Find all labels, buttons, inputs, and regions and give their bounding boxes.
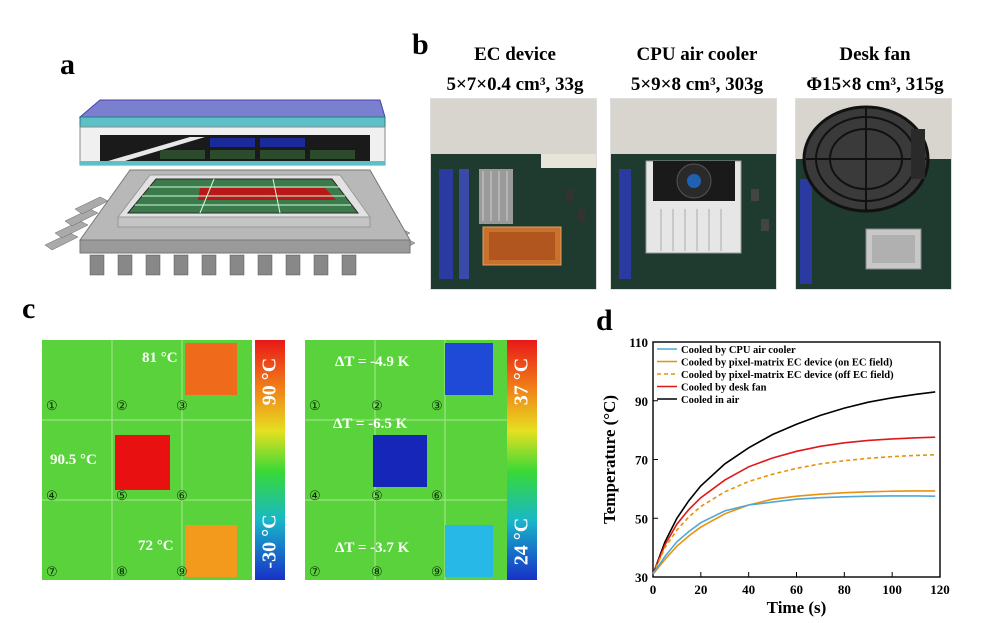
cell-number-2: ② — [116, 398, 128, 413]
ec-device-schematic — [44, 99, 416, 276]
cell-number-4: ④ — [309, 488, 321, 503]
cooled-pixel-3 — [445, 343, 493, 395]
cell-number-3: ③ — [176, 398, 188, 413]
photo-title-line1: EC device — [474, 44, 556, 65]
temperature-time-chart: 0 20 40 60 80 100 120 30 50 70 90 110 Time (s) Temper… — [600, 335, 950, 617]
cooled-pixel-5 — [373, 435, 427, 487]
thermal-grid — [42, 340, 252, 580]
thermal-map-delta: ΔT = -4.9 K ΔT = -6.5 K ΔT = -3.7 K ① ② … — [305, 340, 515, 580]
cell-number-4: ④ — [46, 488, 58, 503]
cell-number-3: ③ — [431, 398, 443, 413]
photo-title-line1: Desk fan — [839, 44, 911, 65]
x-tick-label: 120 — [930, 582, 950, 597]
cell-number-7: ⑦ — [309, 564, 321, 579]
photo-cpu-air-cooler — [610, 98, 777, 290]
y-tick-label: 110 — [629, 335, 648, 350]
colorbar-delta: 37 °C 24 °C — [507, 340, 537, 580]
colorbar-top-label: 90 °C — [258, 357, 281, 406]
photo-desk-fan — [795, 98, 952, 290]
panel-label-d: d — [596, 304, 613, 337]
x-tick-label: 80 — [838, 582, 851, 597]
y-tick-label: 70 — [635, 453, 648, 468]
legend-entry-4: Cooled by desk fan — [681, 383, 767, 394]
y-tick-label: 30 — [635, 570, 648, 585]
cell-number-6: ⑥ — [431, 488, 443, 503]
colorbar-bottom-label: -30 °C — [258, 514, 281, 569]
photo-title-line2: Φ15×8 cm³, 315g — [806, 74, 944, 95]
colorbar-bottom-label: 24 °C — [510, 517, 533, 566]
temp-label-cell5: 90.5 °C — [50, 452, 97, 468]
cell-number-6: ⑥ — [176, 488, 188, 503]
series-line-4 — [652, 436, 936, 575]
cell-number-1: ① — [309, 398, 321, 413]
colorbar-top-label: 37 °C — [510, 357, 533, 406]
colorbar-temperature: 90 °C -30 °C — [255, 340, 285, 580]
series-line-3 — [652, 454, 936, 575]
temp-label-cell3: 81 °C — [142, 350, 178, 366]
y-tick-label: 90 — [635, 394, 648, 409]
cell-number-9: ⑨ — [431, 564, 443, 579]
y-axis-label: Temperature (°C) — [600, 395, 619, 524]
hot-pixel-5 — [115, 435, 170, 490]
photo-title-desk-fan: Desk fan Φ15×8 cm³, 315g — [790, 40, 960, 100]
cell-number-8: ⑧ — [116, 564, 128, 579]
x-tick-label: 20 — [694, 582, 707, 597]
panel-label-a: a — [60, 48, 75, 81]
hot-pixel-9 — [185, 525, 237, 577]
cell-number-8: ⑧ — [371, 564, 383, 579]
x-tick-label: 0 — [650, 582, 657, 597]
thermal-map-temperature: 81 °C 90.5 °C 72 °C ① ② ③ ④ ⑤ ⑥ ⑦ ⑧ ⑨ — [42, 340, 252, 580]
hot-pixel-3 — [185, 343, 237, 395]
temp-label-cell9: 72 °C — [138, 538, 174, 554]
cell-number-7: ⑦ — [46, 564, 58, 579]
cell-number-9: ⑨ — [176, 564, 188, 579]
photo-title-line1: CPU air cooler — [636, 44, 758, 65]
panel-label-c: c — [22, 292, 36, 325]
cell-number-5: ⑤ — [116, 488, 128, 503]
legend-entry-2: Cooled by pixel-matrix EC device (on EC … — [681, 358, 893, 369]
photo-title-cpu-cooler: CPU air cooler 5×9×8 cm³, 303g — [612, 40, 782, 100]
legend-entry-5: Cooled in air — [681, 395, 740, 406]
cell-number-2: ② — [371, 398, 383, 413]
thermal-grid — [305, 340, 515, 580]
x-axis-label: Time (s) — [767, 598, 827, 617]
delta-label-cell9: ΔT = -3.7 K — [335, 540, 410, 556]
cell-number-1: ① — [46, 398, 58, 413]
cooled-pixel-9 — [445, 525, 493, 577]
legend-entry-3: Cooled by pixel-matrix EC device (off EC… — [681, 370, 894, 381]
photo-title-line2: 5×9×8 cm³, 303g — [630, 74, 764, 95]
series-line-2 — [652, 490, 936, 575]
series-line-5 — [652, 391, 936, 575]
photo-title-ec-device: EC device 5×7×0.4 cm³, 33g — [430, 40, 600, 100]
delta-label-cell5: ΔT = -6.5 K — [333, 416, 408, 432]
photo-ec-device — [430, 98, 597, 290]
legend-entry-1: Cooled by CPU air cooler — [681, 345, 796, 356]
x-tick-label: 40 — [742, 582, 755, 597]
cell-number-5: ⑤ — [371, 488, 383, 503]
photo-title-line2: 5×7×0.4 cm³, 33g — [446, 74, 584, 95]
delta-label-cell3: ΔT = -4.9 K — [335, 354, 410, 370]
series-line-1 — [652, 495, 936, 575]
panel-label-b: b — [412, 28, 429, 61]
x-tick-label: 60 — [790, 582, 803, 597]
y-tick-label: 50 — [635, 511, 648, 526]
x-tick-label: 100 — [882, 582, 902, 597]
